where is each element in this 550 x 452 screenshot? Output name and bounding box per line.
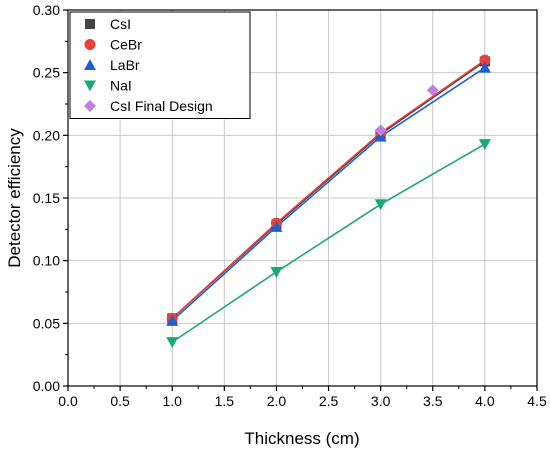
y-tick-label: 0.20 <box>33 127 60 143</box>
axis-ticks: 0.0 0.5 1.0 1.5 2.0 2.5 3.0 3.5 4.0 4.5 0.00 0.05 0.… <box>33 2 547 409</box>
y-tick-label: 0.10 <box>33 253 60 269</box>
x-tick-label: 0.0 <box>58 393 78 409</box>
x-tick-label: 2.5 <box>319 393 339 409</box>
y-tick-label: 0.25 <box>33 65 60 81</box>
data-point <box>270 220 283 232</box>
legend-box <box>69 11 251 119</box>
data-point <box>166 314 179 326</box>
legend-label: NaI <box>110 78 132 94</box>
data-point <box>478 139 491 151</box>
legend-label: LaBr <box>110 57 140 73</box>
x-tick-label: 3.0 <box>371 393 391 409</box>
legend-label: CeBr <box>110 37 142 53</box>
x-tick-label: 4.0 <box>475 393 495 409</box>
y-tick-label: 0.30 <box>33 2 60 18</box>
y-tick-label: 0.05 <box>33 315 60 331</box>
legend: CsI CeBr LaBr NaI CsI Final Design <box>69 11 251 119</box>
series-line <box>171 66 486 322</box>
series-layer <box>166 54 491 349</box>
x-tick-label: 4.5 <box>527 393 547 409</box>
y-tick-label: 0.15 <box>33 190 60 206</box>
legend-marker <box>84 80 96 92</box>
data-point <box>426 84 439 97</box>
data-point <box>478 61 491 73</box>
series-line <box>171 59 486 319</box>
x-tick-label: 1.5 <box>215 393 235 409</box>
data-point <box>166 337 179 349</box>
series-line <box>171 143 486 343</box>
x-tick-label: 1.0 <box>162 393 182 409</box>
legend-marker <box>84 100 96 112</box>
y-tick-label: 0.00 <box>33 378 60 394</box>
data-point <box>374 199 387 211</box>
legend-label: CsI <box>110 16 131 32</box>
legend-label: CsI Final Design <box>110 98 213 114</box>
legend-marker <box>84 39 96 50</box>
data-point <box>270 266 283 278</box>
legend-marker <box>84 59 96 70</box>
y-axis-title: Detector efficiency <box>5 128 24 268</box>
data-point <box>479 54 491 66</box>
x-tick-label: 3.5 <box>423 393 443 409</box>
legend-marker <box>85 19 95 29</box>
x-axis-title: Thickness (cm) <box>244 429 359 448</box>
data-point <box>374 124 387 137</box>
x-tick-label: 0.5 <box>110 393 130 409</box>
x-tick-label: 2.0 <box>267 393 287 409</box>
